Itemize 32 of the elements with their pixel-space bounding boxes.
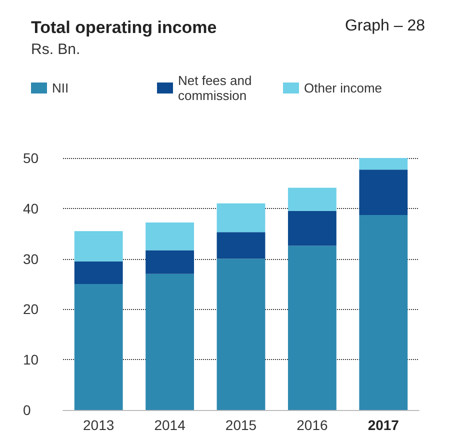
bar [216, 232, 266, 259]
y-tick-label: 50 [23, 150, 39, 166]
bar [146, 250, 194, 274]
bar [74, 231, 123, 262]
bar [216, 203, 266, 232]
legend-label: Other income [304, 80, 382, 96]
legend-label: NII [52, 80, 69, 96]
y-tick-label: 10 [23, 352, 39, 368]
bar [359, 158, 408, 170]
x-tick-label: 2014 [154, 417, 186, 433]
bar [288, 188, 336, 211]
x-tick-label: 2013 [83, 417, 114, 433]
bar [216, 258, 266, 410]
bar [146, 222, 194, 250]
y-tick-label: 40 [23, 200, 39, 216]
chart-title: Total operating income [31, 18, 217, 37]
bar [359, 214, 408, 410]
bar [146, 274, 194, 410]
legend-label: Net fees and commission [178, 73, 256, 103]
x-tick-label: 2015 [225, 417, 257, 433]
y-tick-label: 0 [23, 402, 31, 418]
y-tick-label: 30 [23, 250, 39, 267]
chart-subtitle: Rs. Bn. [31, 41, 80, 58]
text: Graph – 28 [344, 18, 426, 34]
x-tick-label: 2016 [296, 417, 328, 433]
y-tick-label: 20 [23, 301, 39, 318]
bar [288, 210, 336, 246]
bar [74, 284, 123, 410]
bar [359, 170, 408, 215]
bar [288, 246, 336, 410]
x-tick-label: 2017 [368, 417, 400, 433]
bar [74, 261, 123, 284]
